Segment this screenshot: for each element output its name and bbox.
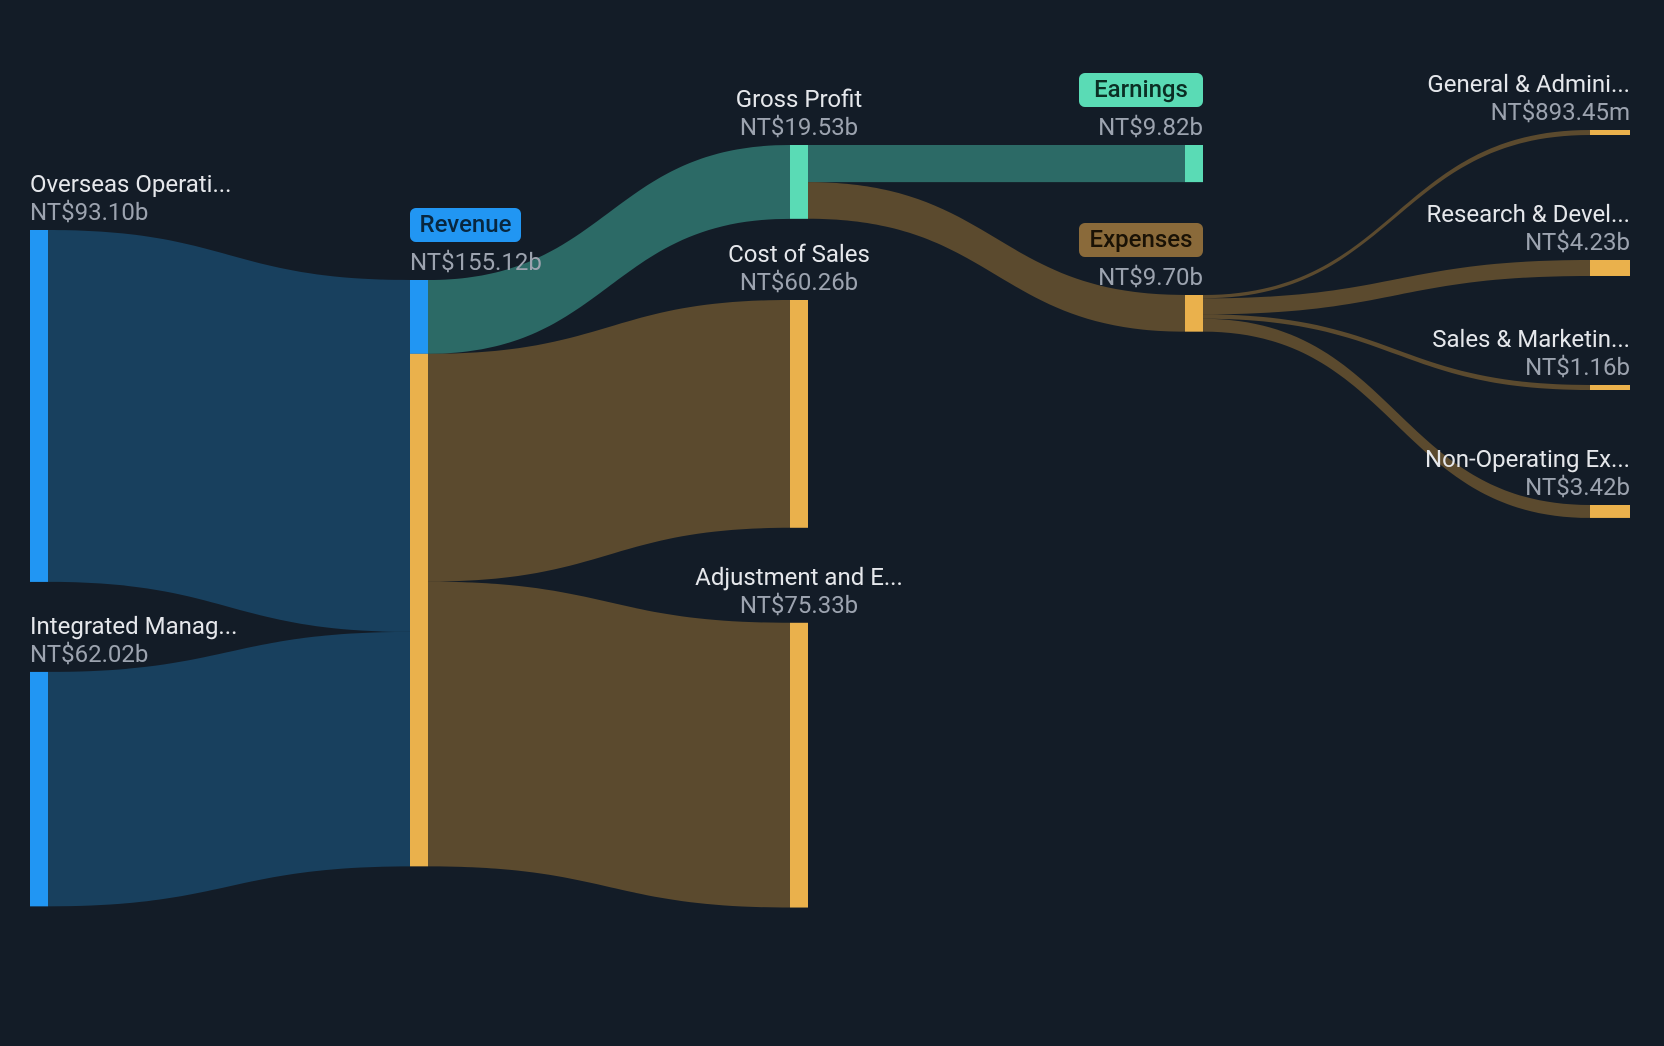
node-label-revenue: Revenue: [420, 210, 512, 238]
sankey-flow: [48, 632, 410, 906]
sankey-node: [790, 300, 808, 528]
node-label-gross: Gross Profit: [736, 85, 863, 113]
sankey-flow: [428, 582, 790, 908]
node-value-cos: NT$60.26b: [740, 268, 858, 296]
sankey-flow: [48, 230, 410, 632]
node-label-sm: Sales & Marketin...: [1432, 325, 1630, 353]
node-value-earnings: NT$9.82b: [1098, 113, 1203, 141]
node-label-ga: General & Admini...: [1427, 70, 1630, 98]
sankey-flow: [808, 145, 1185, 182]
sankey-node: [30, 672, 48, 906]
node-value-adj: NT$75.33b: [740, 591, 858, 619]
node-label-adj: Adjustment and E...: [695, 563, 903, 591]
node-value-integrated: NT$62.02b: [30, 640, 148, 668]
node-value-ga: NT$893.45m: [1491, 98, 1630, 126]
node-value-overseas: NT$93.10b: [30, 198, 148, 226]
node-value-nonop: NT$3.42b: [1525, 473, 1630, 501]
sankey-node: [1590, 505, 1630, 518]
sankey-node: [1590, 130, 1630, 135]
sankey-node: [790, 145, 808, 219]
node-label-nonop: Non-Operating Ex...: [1425, 445, 1630, 473]
sankey-node: [1590, 260, 1630, 276]
sankey-node: [1590, 385, 1630, 390]
sankey-node: [1185, 295, 1203, 332]
sankey-node: [410, 354, 428, 867]
node-label-integrated: Integrated Manag...: [30, 612, 237, 640]
sankey-node: [410, 280, 428, 354]
node-value-gross: NT$19.53b: [740, 113, 858, 141]
node-value-revenue: NT$155.12b: [410, 248, 542, 276]
sankey-flow: [1203, 260, 1590, 314]
sankey-node: [1185, 145, 1203, 182]
node-value-sm: NT$1.16b: [1525, 353, 1630, 381]
node-label-rd: Research & Devel...: [1426, 200, 1630, 228]
sankey-chart: Overseas Operati...NT$93.10b Integrated M…: [0, 0, 1664, 1046]
node-label-overseas: Overseas Operati...: [30, 170, 231, 198]
node-label-earnings: Earnings: [1094, 75, 1188, 103]
node-label-cos: Cost of Sales: [728, 240, 870, 268]
node-value-expenses: NT$9.70b: [1098, 263, 1203, 291]
node-label-expenses: Expenses: [1090, 225, 1193, 253]
sankey-node: [790, 623, 808, 908]
node-value-rd: NT$4.23b: [1525, 228, 1630, 256]
sankey-node: [30, 230, 48, 582]
